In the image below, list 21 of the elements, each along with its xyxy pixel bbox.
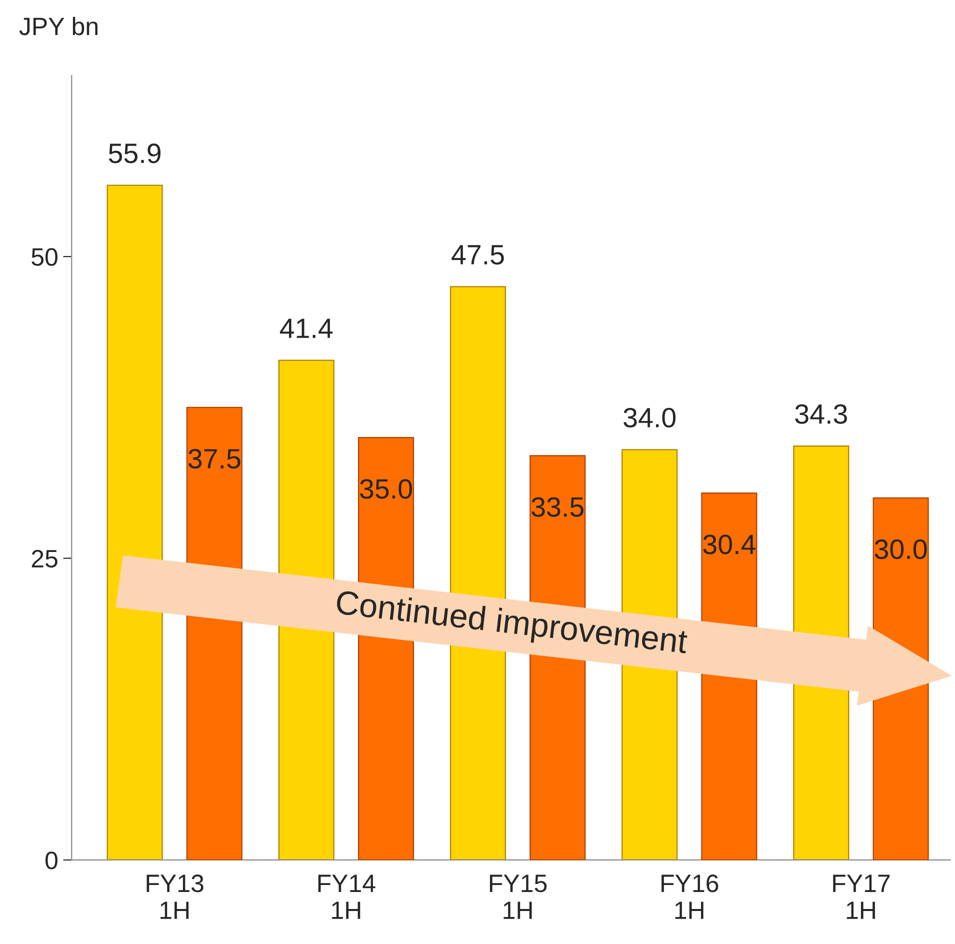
y-tick-label: 25 (32, 550, 58, 568)
data-label: 47.5 (452, 245, 504, 265)
x-tick-label: FY13 1H (146, 874, 204, 919)
data-label: 34.3 (795, 404, 847, 424)
annotation: Continued improvement (335, 589, 688, 660)
data-label: 30.4 (703, 534, 756, 554)
data-label: 33.5 (532, 497, 584, 517)
data-label: 35.0 (360, 479, 412, 499)
data-label: 37.5 (188, 448, 240, 469)
data-label: 41.4 (280, 318, 333, 338)
y-tick-label: 50 (32, 248, 58, 266)
y-tick-label: 0 (46, 852, 58, 870)
bar (106, 184, 163, 860)
x-tick-label: FY17 1H (833, 874, 890, 919)
x-tick-label: FY16 1H (662, 874, 718, 919)
data-label: 30.0 (874, 539, 927, 560)
data-label: 34.0 (624, 408, 676, 428)
x-tick-label: FY14 1H (318, 874, 376, 919)
data-label: 55.9 (108, 144, 160, 164)
x-tick-label: FY15 1H (490, 874, 547, 919)
y-axis-title: JPY bn (19, 16, 98, 36)
